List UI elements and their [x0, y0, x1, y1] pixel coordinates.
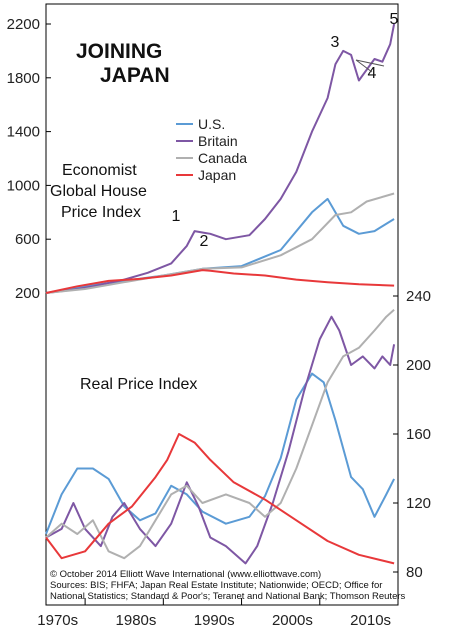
top-subtitle-line2: Global House: [50, 183, 147, 200]
credits-line3: National Statistics; Standard & Poor's; …: [50, 591, 406, 602]
wave-label: 3: [331, 34, 340, 51]
top-y-tick-label: 200: [15, 285, 40, 302]
bottom-subtitle: Real Price Index: [80, 376, 197, 393]
legend-label: Japan: [198, 167, 236, 183]
plot-frame: [45, 3, 399, 606]
bottom-y-tick-label: 80: [406, 564, 423, 581]
wave-label: 5: [390, 11, 399, 28]
chart-title-line2: JAPAN: [100, 64, 170, 87]
x-tick-label: 2010s: [350, 612, 391, 629]
bottom-y-tick-label: 240: [406, 288, 431, 305]
credits-line2: Sources: BIS; FHFA; Japan Real Estate In…: [50, 580, 382, 591]
bottom-y-tick-label: 200: [406, 357, 431, 374]
top-line-canada: [45, 192, 395, 294]
bottom-line-japan: [45, 433, 395, 565]
bottom-y-axis: 80 120 160 200 240: [393, 288, 431, 581]
x-axis: 1970s 1980s 1990s 2000s 2010s: [37, 598, 391, 629]
legend-label: Britain: [198, 133, 238, 149]
wave-wedge: [355, 59, 385, 73]
wave-label: 2: [200, 233, 209, 250]
top-y-tick-label: 1000: [7, 177, 40, 194]
top-subtitle-line1: Economist: [62, 162, 137, 179]
credits-line1: © October 2014 Elliott Wave Internationa…: [50, 569, 321, 580]
x-tick-label: 1980s: [116, 612, 157, 629]
bottom-line-canada: [45, 309, 395, 560]
top-line-britain: [45, 23, 396, 294]
top-y-tick-label: 1400: [7, 124, 40, 141]
bottom-line-us: [45, 372, 395, 535]
wave-annotations: 1 2 3 4 5: [172, 11, 399, 250]
x-tick-label: 2000s: [272, 612, 313, 629]
wave-label: 4: [368, 65, 377, 82]
legend-label: U.S.: [198, 116, 225, 132]
bottom-line-britain: [45, 315, 396, 565]
x-tick-label: 1970s: [37, 612, 78, 629]
top-y-tick-label: 600: [15, 231, 40, 248]
legend-label: Canada: [198, 150, 247, 166]
chart-title-line1: JOINING: [76, 40, 162, 63]
top-y-tick-label: 1800: [7, 70, 40, 87]
bottom-y-tick-label: 120: [406, 495, 431, 512]
wave-label: 1: [172, 208, 181, 225]
x-tick-label: 1990s: [194, 612, 235, 629]
top-y-axis: 200 600 1000 1400 1800 2200: [7, 16, 51, 302]
top-series-lines: [45, 23, 396, 294]
top-y-tick-label: 2200: [7, 16, 40, 33]
top-subtitle-line3: Price Index: [61, 204, 141, 221]
top-line-japan: [45, 269, 395, 294]
bottom-y-tick-label: 160: [406, 426, 431, 443]
bottom-series-lines: [45, 309, 396, 565]
